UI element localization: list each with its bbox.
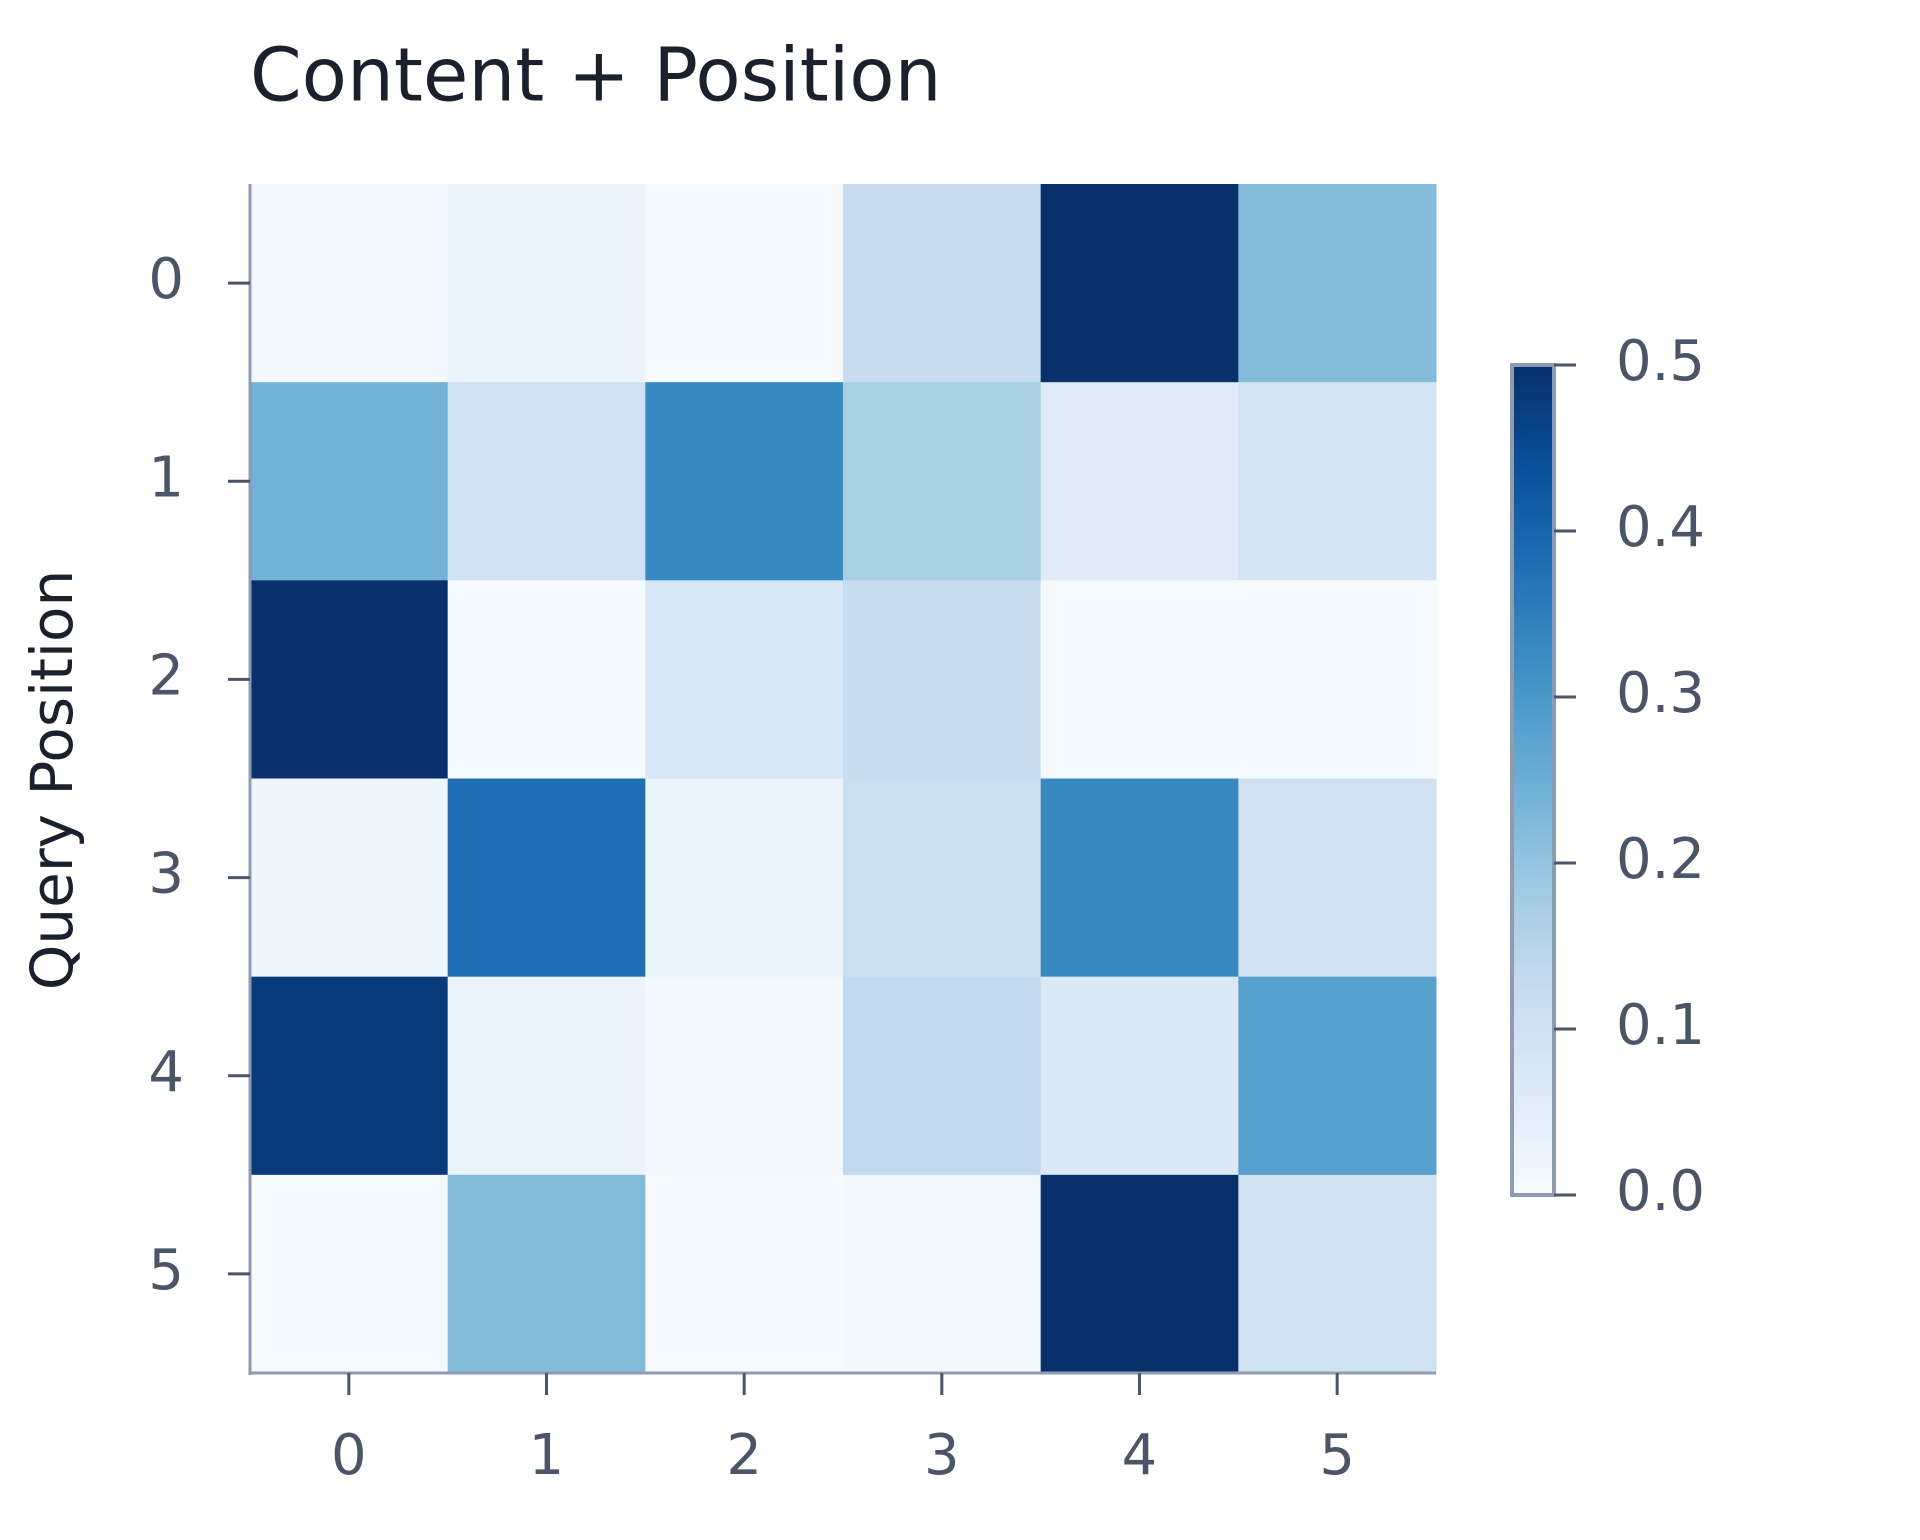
x-tick-label: 3 (924, 1423, 960, 1488)
heatmap-cell (1040, 778, 1239, 978)
heatmap-cell (645, 184, 844, 383)
heatmap-cell (447, 580, 646, 779)
heatmap-cell (1238, 1174, 1437, 1374)
y-tick-label: 5 (148, 1238, 184, 1303)
heatmap-cell (843, 184, 1042, 383)
heatmap-cell (447, 778, 646, 978)
heatmap-cell (645, 1174, 844, 1374)
heatmap-cell (645, 382, 844, 581)
heatmap-cell (1238, 778, 1437, 978)
heatmap-cell (645, 976, 844, 1176)
heatmap-cell (250, 976, 449, 1176)
x-tick-label: 5 (1319, 1423, 1355, 1488)
heatmap-cell (447, 976, 646, 1176)
x-tick-label: 2 (726, 1423, 762, 1488)
colorbar-tick-label: 0.2 (1616, 827, 1705, 892)
heatmap-cell (1040, 976, 1239, 1176)
heatmap-cell (250, 580, 449, 779)
heatmap-cell (1238, 580, 1437, 779)
y-tick-label: 4 (148, 1040, 184, 1105)
heatmap-cell (1040, 382, 1239, 581)
heatmap-cell (843, 1174, 1042, 1374)
heatmap-cell (447, 184, 646, 383)
heatmap-cell (1040, 1174, 1239, 1374)
heatmap-cell (843, 976, 1042, 1176)
heatmap-cell (250, 778, 449, 978)
heatmap-cell (843, 778, 1042, 978)
heatmap-cell (1238, 976, 1437, 1176)
y-tick-label: 1 (148, 445, 184, 510)
heatmap-cell (1040, 580, 1239, 779)
heatmap-cell (447, 382, 646, 581)
colorbar-tick-label: 0.5 (1616, 329, 1705, 394)
colorbar (1510, 363, 1556, 1197)
y-tick-label: 3 (148, 842, 184, 907)
colorbar-tick-label: 0.3 (1616, 661, 1705, 726)
heatmap-cell (843, 580, 1042, 779)
chart-title: Content + Position (250, 33, 941, 119)
heatmap-cell (1238, 382, 1437, 581)
heatmap-cell (645, 778, 844, 978)
heatmap-cell (645, 580, 844, 779)
heatmap-cell (1238, 184, 1437, 383)
x-tick-label: 1 (529, 1423, 565, 1488)
heatmap-cell (250, 184, 449, 383)
colorbar-tick-label: 0.4 (1616, 495, 1705, 560)
x-tick-label: 0 (331, 1423, 367, 1488)
heatmap-cell (1040, 184, 1239, 383)
y-tick-label: 2 (148, 644, 184, 709)
heatmap-cell (250, 1174, 449, 1374)
heatmap-cell (843, 382, 1042, 581)
heatmap-cell (447, 1174, 646, 1374)
y-tick-label: 0 (148, 247, 184, 312)
y-axis-label: Query Position (18, 570, 86, 991)
x-tick-label: 4 (1122, 1423, 1158, 1488)
heatmap-cell (250, 382, 449, 581)
colorbar-tick-label: 0.1 (1616, 993, 1705, 1058)
colorbar-tick-label: 0.0 (1616, 1159, 1705, 1224)
